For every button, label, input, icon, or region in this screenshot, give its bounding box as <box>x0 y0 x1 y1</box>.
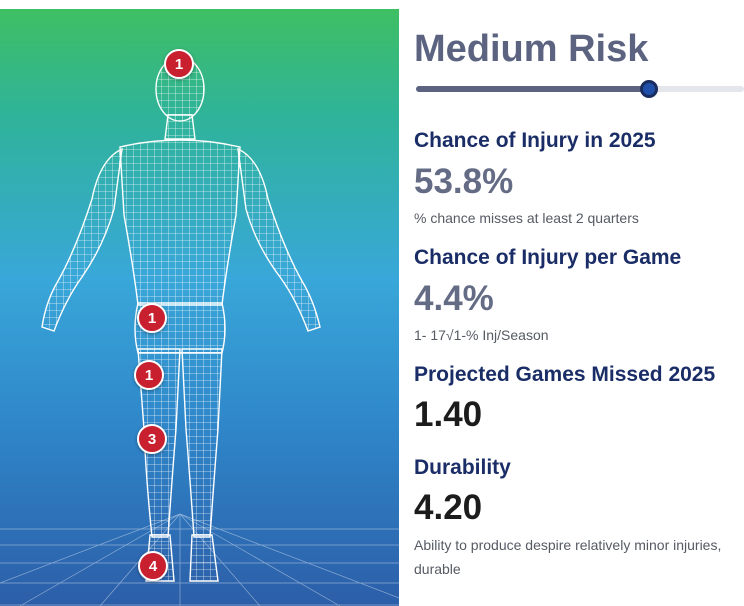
body-map-panel: 1 1 1 3 4 <box>0 9 399 606</box>
injury-marker-thigh[interactable]: 1 <box>134 360 164 390</box>
injury-marker-foot[interactable]: 4 <box>138 551 168 581</box>
injury-marker-hip[interactable]: 1 <box>137 303 167 333</box>
risk-info-panel: Medium Risk Chance of Injury in 2025 53.… <box>413 0 744 606</box>
injury-marker-knee[interactable]: 3 <box>137 424 167 454</box>
per-game-label: Chance of Injury per Game <box>414 246 682 269</box>
durability-note: Ability to produce despire relatively mi… <box>414 537 722 577</box>
per-game-value: 4.4% <box>414 279 494 318</box>
durability-label: Durability <box>414 456 511 479</box>
risk-level-fill <box>416 86 649 92</box>
durability-value: 4.20 <box>414 488 483 527</box>
risk-level-handle[interactable] <box>640 80 658 98</box>
risk-level-title: Medium Risk <box>414 28 649 70</box>
risk-level-slider[interactable] <box>416 80 744 98</box>
injury-marker-head[interactable]: 1 <box>164 49 194 79</box>
injury-chance-value: 53.8% <box>414 162 514 201</box>
injury-chance-note: % chance misses at least 2 quarters <box>414 210 639 226</box>
body-wireframe <box>0 56 399 606</box>
per-game-note: 1- 17√1-% Inj/Season <box>414 327 549 343</box>
injury-chance-label: Chance of Injury in 2025 <box>414 129 656 152</box>
games-missed-value: 1.40 <box>414 395 483 434</box>
games-missed-label: Projected Games Missed 2025 <box>414 363 716 386</box>
